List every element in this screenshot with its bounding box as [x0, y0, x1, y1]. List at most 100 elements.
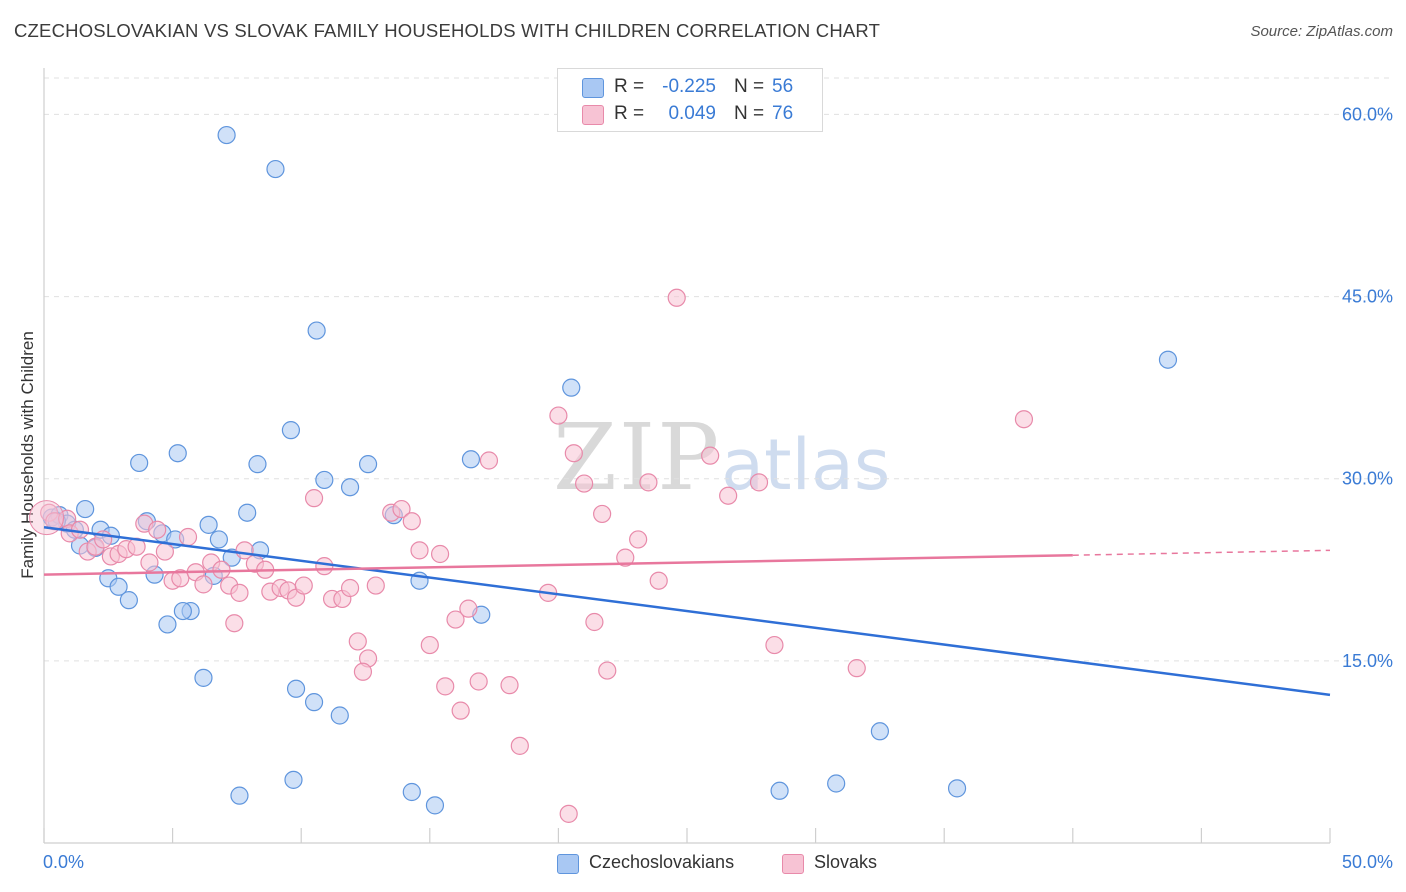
point-czechoslovakians [173, 601, 192, 621]
point-slovaks [304, 489, 324, 508]
point-slovaks [598, 661, 617, 680]
source-label: Source: ZipAtlas.com [1250, 23, 1393, 40]
point-slovaks [212, 560, 231, 579]
point-czechoslovakians [304, 693, 324, 712]
point-czechoslovakians [1158, 350, 1178, 369]
legend-row-czechoslovakians: R = -0.225 N = 56 [558, 73, 822, 101]
point-slovaks [446, 610, 465, 629]
point-czechoslovakians [119, 591, 138, 610]
point-czechoslovakians [461, 450, 481, 469]
point-slovaks [194, 575, 213, 594]
legend-r-value: -0.225 [662, 76, 716, 97]
point-slovaks [70, 520, 90, 539]
bottom-legend-label: Czechoslovakians [589, 852, 735, 872]
point-czechoslovakians [194, 668, 213, 687]
trendline-czechoslovakians [43, 526, 1331, 697]
legend-n-label: N = [734, 76, 765, 97]
point-slovaks [701, 446, 720, 465]
legend-row-slovaks: R = 0.049 N = 76 [558, 100, 822, 128]
point-slovaks [649, 571, 668, 590]
legend-r-value: 0.049 [668, 103, 716, 124]
point-czechoslovakians [217, 125, 236, 145]
y-tick-label: 30.0% [1342, 469, 1393, 489]
point-slovaks [430, 544, 450, 564]
point-czechoslovakians [307, 321, 326, 340]
point-slovaks [451, 701, 470, 720]
legend-r-label: R = [614, 103, 645, 124]
legend-n-value: 76 [772, 103, 794, 124]
point-slovaks [616, 548, 635, 567]
point-czechoslovakians [402, 782, 421, 802]
point-slovaks [294, 576, 313, 595]
point-slovaks [593, 504, 612, 524]
point-czechoslovakians [248, 455, 267, 474]
point-slovaks [353, 662, 373, 681]
point-czechoslovakians [209, 530, 228, 549]
y-tick-label: 60.0% [1342, 104, 1393, 124]
point-slovaks [765, 635, 784, 655]
point-slovaks [410, 541, 429, 560]
watermark-atlas: atlas [721, 424, 891, 506]
point-slovaks [225, 614, 244, 633]
point-slovaks [667, 288, 686, 307]
x-tick-max: 50.0% [1341, 852, 1393, 872]
point-slovaks [315, 557, 334, 576]
point-czechoslovakians [199, 515, 218, 534]
point-slovaks [479, 451, 499, 470]
point-slovaks [436, 677, 455, 696]
legend-swatch-pink [582, 105, 604, 125]
point-czechoslovakians [286, 679, 306, 698]
chart-title: CZECHOSLOVAKIAN VS SLOVAK FAMILY HOUSEHO… [14, 20, 881, 41]
point-slovaks [148, 520, 167, 539]
point-czechoslovakians [284, 770, 303, 789]
point-czechoslovakians [358, 455, 378, 474]
point-czechoslovakians [340, 478, 360, 497]
bottom-legend-label: Slovaks [814, 852, 878, 872]
stats-legend: R = -0.225 N = 56 R = 0.049 N = 76 [557, 68, 823, 132]
point-czechoslovakians [315, 470, 334, 490]
point-slovaks [155, 542, 174, 561]
point-slovaks [510, 736, 529, 755]
point-slovaks [402, 512, 421, 531]
point-slovaks [366, 576, 385, 595]
point-slovaks [340, 578, 360, 598]
point-slovaks [459, 599, 478, 618]
point-czechoslovakians [238, 503, 257, 522]
trendline-slovaks [43, 553, 1073, 576]
bottom-legend-swatch-pink [782, 854, 804, 874]
legend-n-value: 56 [772, 76, 794, 97]
point-slovaks [585, 612, 604, 632]
point-slovaks [749, 473, 769, 492]
point-slovaks [639, 473, 658, 492]
point-slovaks [178, 527, 198, 547]
bottom-legend-swatch-blue [557, 854, 579, 874]
y-tick-label: 45.0% [1342, 287, 1393, 307]
point-slovaks [719, 486, 738, 505]
point-slovaks [629, 530, 648, 549]
point-czechoslovakians [109, 577, 128, 596]
point-czechoslovakians [230, 786, 249, 805]
point-slovaks [230, 583, 249, 602]
point-czechoslovakians [158, 615, 177, 634]
point-slovaks [559, 804, 578, 823]
trendline-slovaks-extension [1072, 549, 1331, 556]
point-czechoslovakians [281, 421, 301, 440]
point-slovaks [500, 676, 519, 695]
point-czechoslovakians [947, 779, 967, 798]
point-czechoslovakians [770, 781, 789, 800]
y-tick-label: 15.0% [1342, 651, 1393, 671]
point-czechoslovakians [266, 159, 285, 179]
point-slovaks [140, 553, 159, 572]
point-czechoslovakians [562, 378, 581, 397]
point-slovaks [469, 672, 488, 691]
point-slovaks [847, 659, 866, 678]
point-czechoslovakians [425, 796, 445, 815]
legend-r-label: R = [614, 76, 645, 97]
point-slovaks [171, 569, 190, 588]
legend-n-label: N = [734, 103, 765, 124]
point-slovaks [420, 635, 439, 655]
point-slovaks [564, 444, 583, 463]
point-slovaks [549, 406, 568, 425]
point-czechoslovakians [870, 722, 890, 741]
